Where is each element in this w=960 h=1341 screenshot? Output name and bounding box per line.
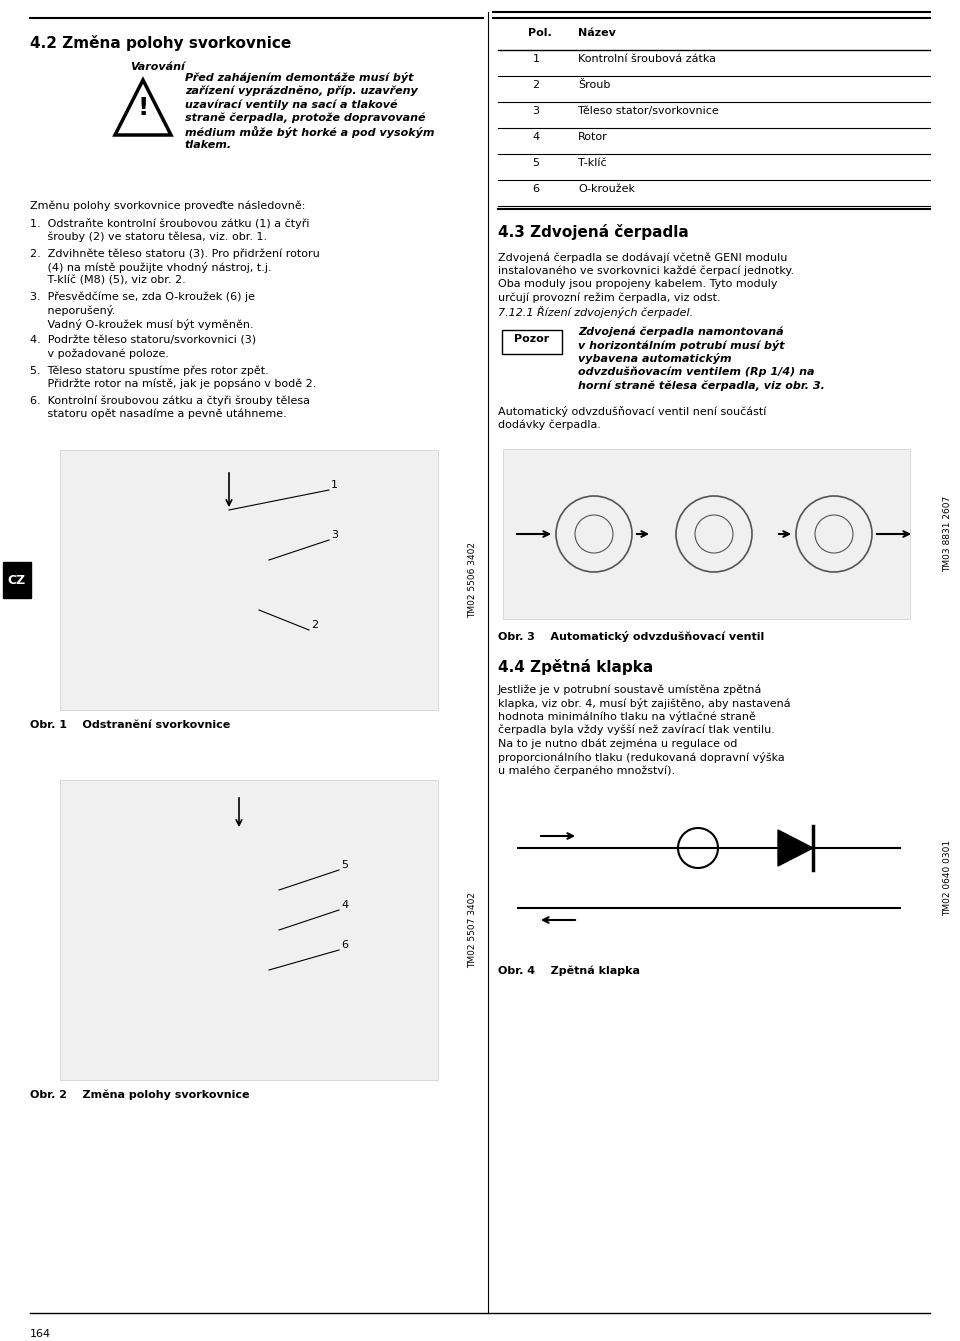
Text: CZ: CZ	[8, 574, 26, 586]
Text: Před zahájením demontáže musí být: Před zahájením demontáže musí být	[185, 72, 414, 83]
Text: tlakem.: tlakem.	[185, 139, 232, 149]
Text: Jestliže je v potrubní soustavě umístěna zpětná: Jestliže je v potrubní soustavě umístěna…	[498, 684, 762, 695]
Text: instalovaného ve svorkovnici každé čerpací jednotky.: instalovaného ve svorkovnici každé čerpa…	[498, 266, 794, 276]
Text: 4: 4	[341, 900, 348, 911]
Text: 5: 5	[341, 860, 348, 870]
Text: Na to je nutno dbát zejména u regulace od: Na to je nutno dbát zejména u regulace o…	[498, 738, 737, 748]
Text: 7.12.1 Řízení zdvojených čerpadel.: 7.12.1 Řízení zdvojených čerpadel.	[498, 306, 693, 318]
Text: klapka, viz obr. 4, musí být zajištěno, aby nastavená: klapka, viz obr. 4, musí být zajištěno, …	[498, 697, 791, 708]
Text: Těleso stator/svorkovnice: Těleso stator/svorkovnice	[578, 106, 719, 117]
Text: 2: 2	[533, 80, 540, 90]
Text: Obr. 2    Změna polohy svorkovnice: Obr. 2 Změna polohy svorkovnice	[30, 1090, 250, 1101]
Text: statoru opět nasadíme a pevně utáhneme.: statoru opět nasadíme a pevně utáhneme.	[30, 409, 287, 418]
Text: 164: 164	[30, 1329, 51, 1340]
Text: vybavena automatickým: vybavena automatickým	[578, 353, 732, 363]
FancyBboxPatch shape	[60, 451, 438, 709]
Text: Přidržte rotor na místě, jak je popsáno v bodě 2.: Přidržte rotor na místě, jak je popsáno …	[30, 378, 317, 389]
Text: TM03 8831 2607: TM03 8831 2607	[944, 496, 952, 573]
Text: dodávky čerpadla.: dodávky čerpadla.	[498, 420, 601, 430]
Text: O-kroužek: O-kroužek	[578, 184, 635, 194]
Text: Název: Název	[578, 28, 616, 38]
Text: 4.4 Zpětná klapka: 4.4 Zpětná klapka	[498, 658, 653, 675]
Text: 4: 4	[533, 131, 540, 142]
Text: horní straně tělesa čerpadla, viz obr. 3.: horní straně tělesa čerpadla, viz obr. 3…	[578, 380, 825, 390]
FancyBboxPatch shape	[503, 449, 910, 620]
Text: Zdvojená čerpadla namontovaná: Zdvojená čerpadla namontovaná	[578, 326, 783, 337]
Text: Oba moduly jsou propojeny kabelem. Tyto moduly: Oba moduly jsou propojeny kabelem. Tyto …	[498, 279, 778, 290]
Text: uzavírací ventily na sací a tlakové: uzavírací ventily na sací a tlakové	[185, 99, 397, 110]
Text: hodnota minimálního tlaku na výtlačné straně: hodnota minimálního tlaku na výtlačné st…	[498, 711, 756, 721]
Text: TM02 5507 3402: TM02 5507 3402	[468, 892, 477, 968]
Text: Rotor: Rotor	[578, 131, 608, 142]
Text: T-klíč (M8) (5), viz obr. 2.: T-klíč (M8) (5), viz obr. 2.	[30, 275, 185, 286]
Text: 2: 2	[311, 620, 318, 630]
Text: 1: 1	[533, 54, 540, 64]
Text: 3: 3	[331, 530, 338, 540]
Text: 4.  Podržte těleso statoru/svorkovnici (3): 4. Podržte těleso statoru/svorkovnici (3…	[30, 335, 256, 345]
Text: Změnu polohy svorkovnice proveďte následovně:: Změnu polohy svorkovnice proveďte násled…	[30, 200, 305, 211]
Text: !: !	[137, 97, 149, 119]
Text: Pol.: Pol.	[528, 28, 552, 38]
Text: 1.  Odstraňte kontrolní šroubovou zátku (1) a čtyři: 1. Odstraňte kontrolní šroubovou zátku (…	[30, 219, 309, 229]
Polygon shape	[778, 830, 813, 866]
Text: proporcionálního tlaku (redukovaná dopravní výška: proporcionálního tlaku (redukovaná dopra…	[498, 751, 784, 763]
Text: Obr. 1    Odstranění svorkovnice: Obr. 1 Odstranění svorkovnice	[30, 720, 230, 730]
Text: Automatický odvzdušňovací ventil není součástí: Automatický odvzdušňovací ventil není so…	[498, 406, 766, 417]
Text: Obr. 4    Zpětná klapka: Obr. 4 Zpětná klapka	[498, 966, 640, 976]
Text: 6.  Kontrolní šroubovou zátku a čtyři šrouby tělesa: 6. Kontrolní šroubovou zátku a čtyři šro…	[30, 396, 310, 405]
Text: odvzdušňovacím ventilem (Rp 1/4) na: odvzdušňovacím ventilem (Rp 1/4) na	[578, 366, 814, 377]
Text: Šroub: Šroub	[578, 80, 611, 90]
Text: 4.2 Změna polohy svorkovnice: 4.2 Změna polohy svorkovnice	[30, 35, 291, 51]
FancyBboxPatch shape	[60, 780, 438, 1080]
Text: 1: 1	[331, 480, 338, 489]
Text: v požadované poloze.: v požadované poloze.	[30, 349, 169, 359]
Text: 2.  Zdvihněte těleso statoru (3). Pro přidržení rotoru: 2. Zdvihněte těleso statoru (3). Pro při…	[30, 248, 320, 259]
Text: médium může být horké a pod vysokým: médium může být horké a pod vysokým	[185, 126, 435, 138]
Text: zařízení vyprázdněno, příp. uzavřeny: zařízení vyprázdněno, příp. uzavřeny	[185, 86, 418, 97]
Text: 3: 3	[533, 106, 540, 117]
Text: Varování: Varování	[130, 62, 185, 72]
Text: Obr. 3    Automatický odvzdušňovací ventil: Obr. 3 Automatický odvzdušňovací ventil	[498, 632, 764, 642]
Text: straně čerpadla, protože dopravované: straně čerpadla, protože dopravované	[185, 113, 425, 123]
Text: Vadný O-kroužek musí být vyměněn.: Vadný O-kroužek musí být vyměněn.	[30, 319, 253, 330]
Text: Kontrolní šroubová zátka: Kontrolní šroubová zátka	[578, 54, 716, 64]
Text: v horizontálním potrubí musí být: v horizontálním potrubí musí být	[578, 339, 784, 350]
Text: T-klíč: T-klíč	[578, 158, 607, 168]
Text: určují provozní režim čerpadla, viz odst.: určují provozní režim čerpadla, viz odst…	[498, 292, 721, 303]
FancyBboxPatch shape	[502, 330, 562, 354]
Text: TM02 5506 3402: TM02 5506 3402	[468, 542, 477, 618]
Text: 3.  Přesvědčíme se, zda O-kroužek (6) je: 3. Přesvědčíme se, zda O-kroužek (6) je	[30, 291, 255, 302]
Text: šrouby (2) ve statoru tělesa, viz. obr. 1.: šrouby (2) ve statoru tělesa, viz. obr. …	[30, 232, 267, 241]
Text: 4.3 Zdvojená čerpadla: 4.3 Zdvojená čerpadla	[498, 224, 688, 240]
Text: TM02 0640 0301: TM02 0640 0301	[944, 839, 952, 916]
Text: Zdvojená čerpadla se dodávají včetně GENI modulu: Zdvojená čerpadla se dodávají včetně GEN…	[498, 252, 787, 263]
Text: u malého čerpaného množství).: u malého čerpaného množství).	[498, 764, 675, 775]
Text: Pozor: Pozor	[515, 334, 550, 345]
Text: (4) na místě použijte vhodný nástroj, t.j.: (4) na místě použijte vhodný nástroj, t.…	[30, 261, 272, 272]
FancyBboxPatch shape	[3, 562, 31, 598]
Text: neporušený.: neporušený.	[30, 304, 115, 316]
Text: 5: 5	[533, 158, 540, 168]
Text: 6: 6	[341, 940, 348, 949]
Text: 5.  Těleso statoru spustíme přes rotor zpět.: 5. Těleso statoru spustíme přes rotor zp…	[30, 365, 269, 375]
Text: 6: 6	[533, 184, 540, 194]
Text: čerpadla byla vždy vyšší než zavírací tlak ventilu.: čerpadla byla vždy vyšší než zavírací tl…	[498, 724, 775, 735]
